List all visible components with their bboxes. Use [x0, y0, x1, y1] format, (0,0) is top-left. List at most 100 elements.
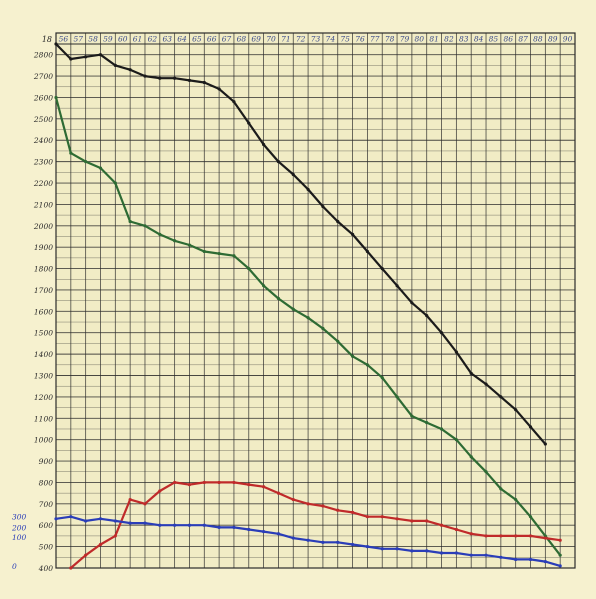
series-3	[54, 515, 562, 568]
x-tick-label: 65	[192, 35, 202, 44]
data-point	[380, 547, 384, 551]
y-tick-label: 2400	[33, 136, 53, 145]
series-0	[54, 42, 547, 446]
x-tick-label: 85	[489, 35, 499, 44]
x-tick-label: 83	[459, 35, 469, 44]
data-point	[262, 284, 266, 288]
data-point	[113, 181, 117, 185]
data-point	[158, 76, 162, 80]
data-point	[306, 538, 310, 542]
x-tick-label: 72	[296, 35, 306, 44]
y-tick-label: 600	[39, 521, 54, 530]
data-point	[128, 68, 132, 72]
data-point	[514, 557, 518, 562]
data-point	[380, 266, 384, 271]
data-point	[514, 534, 518, 538]
data-point	[410, 519, 414, 523]
y-tick-label: 1500	[34, 329, 53, 338]
data-point	[528, 515, 533, 519]
data-point	[365, 249, 369, 254]
data-point	[202, 80, 206, 85]
x-tick-label: 63	[162, 35, 172, 44]
x-tick-label: 57	[73, 35, 83, 44]
data-point	[158, 523, 162, 527]
data-point	[499, 555, 503, 559]
x-tick-label: 71	[281, 35, 291, 44]
data-point	[291, 172, 295, 177]
data-point	[276, 532, 281, 536]
data-point	[69, 515, 73, 519]
y-tick-label: 500	[39, 543, 54, 552]
x-tick-label: 67	[222, 35, 232, 44]
data-point	[484, 553, 488, 557]
data-point	[454, 350, 458, 354]
data-point	[217, 480, 221, 485]
data-point	[113, 519, 117, 523]
data-point	[128, 521, 132, 525]
data-point	[187, 243, 192, 247]
data-point	[173, 76, 177, 80]
data-point	[173, 480, 177, 485]
y-tick-label: 2700	[33, 72, 53, 81]
y-tick-label: 1200	[34, 393, 53, 402]
grid	[55, 32, 576, 569]
data-point	[469, 532, 473, 536]
data-point	[98, 517, 103, 521]
x-tick-label: 89	[548, 35, 558, 44]
data-point	[336, 540, 340, 544]
data-point	[528, 557, 533, 562]
data-point	[469, 371, 473, 375]
y-tick-label: 2100	[33, 200, 53, 209]
y-tick-label: 2200	[33, 179, 53, 188]
y-tick-label: 1100	[34, 414, 53, 423]
x-tick-label: 90	[563, 35, 573, 44]
data-point	[306, 316, 310, 320]
data-point	[128, 497, 132, 502]
y-tick-label: 1700	[34, 286, 53, 295]
data-point	[321, 326, 325, 331]
y-tick-label: 1400	[34, 350, 53, 359]
series-1	[54, 95, 562, 557]
data-point	[410, 549, 414, 553]
data-point	[113, 534, 117, 538]
data-point	[158, 232, 162, 236]
data-point	[425, 420, 429, 425]
data-point	[528, 534, 533, 538]
data-point	[187, 523, 192, 527]
data-point	[54, 95, 58, 100]
x-tick-label: 75	[340, 35, 350, 44]
y-tick-label: 2000	[33, 222, 53, 231]
data-point	[173, 239, 177, 243]
data-point	[395, 547, 399, 551]
data-point	[276, 296, 281, 301]
data-point	[484, 470, 488, 474]
data-point	[365, 363, 369, 367]
data-point	[98, 53, 103, 57]
x-tick-label: 88	[533, 35, 543, 44]
y-tick-label: 2300	[33, 158, 53, 167]
x-tick-label: 60	[118, 35, 128, 44]
data-point	[143, 502, 147, 506]
data-point	[173, 523, 177, 527]
data-point	[232, 100, 236, 104]
x-tick-label: 78	[385, 35, 395, 44]
data-point	[247, 266, 251, 271]
data-point	[291, 536, 295, 540]
x-tick-label: 74	[326, 35, 336, 44]
data-point	[321, 504, 325, 508]
x-tick-label: 82	[444, 35, 454, 44]
data-point	[439, 427, 444, 431]
data-point	[350, 510, 355, 514]
x-tick-label: 68	[237, 35, 247, 44]
data-point	[469, 455, 473, 459]
data-point	[410, 301, 414, 305]
corner-label: 18	[42, 35, 52, 44]
x-tick-label: 58	[88, 35, 98, 44]
x-tick-label: 66	[207, 35, 217, 44]
data-point	[306, 502, 310, 506]
data-point	[291, 497, 295, 502]
data-point	[454, 527, 458, 532]
data-point	[439, 523, 444, 527]
